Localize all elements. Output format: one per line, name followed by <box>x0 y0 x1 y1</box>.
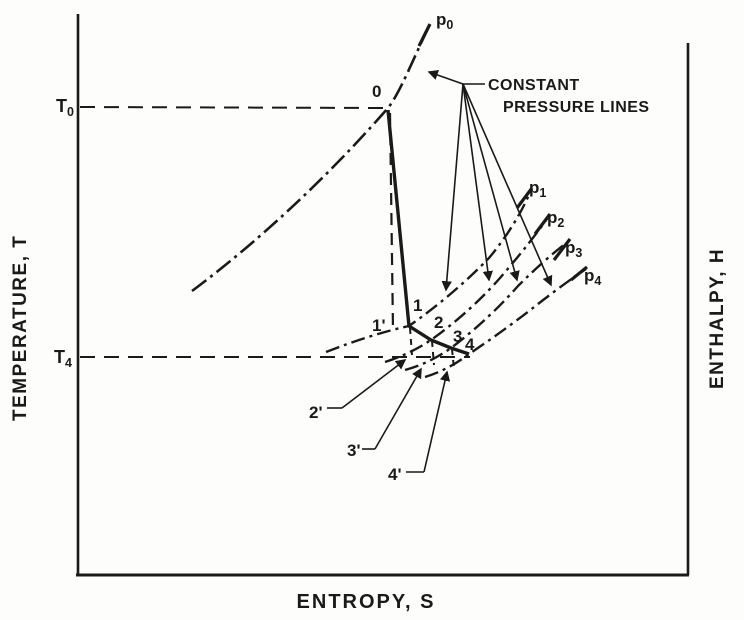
isentrope-1-2i <box>409 327 413 356</box>
leader-arrow-2i <box>341 359 407 409</box>
p0-curve-end-stroke <box>417 23 432 47</box>
point-label-1i: 1' <box>372 316 386 335</box>
point-label-2i: 2' <box>309 403 323 422</box>
axes-group <box>76 14 690 577</box>
x-axis-title: ENTROPY, S <box>297 591 436 613</box>
y-axis-left-title: TEMPERATURE, T <box>10 235 31 421</box>
p0-curve <box>191 25 431 293</box>
callout-arrow-p1 <box>441 83 464 292</box>
callout-group: CONSTANT PRESSURE LINES <box>427 70 650 292</box>
p0-label: p0 <box>436 10 453 32</box>
p4-label: p4 <box>584 266 601 288</box>
point-label-1: 1 <box>413 296 422 315</box>
point-label-0: 0 <box>372 82 381 101</box>
callout-arrow-p2 <box>462 83 493 282</box>
p1-curve-end-stroke <box>515 187 534 209</box>
callout-line2: PRESSURE LINES <box>503 99 650 116</box>
isentrope-2-3i <box>431 340 435 366</box>
t0-guide-line <box>79 106 387 109</box>
axis-titles-group: ENTROPY, S TEMPERATURE, T ENTHALPY, H <box>10 235 728 613</box>
leader-arrow-4i <box>423 370 451 473</box>
isentrope-3-4i <box>451 348 455 370</box>
guide-lines-group <box>79 106 470 358</box>
pressure-labels-group: p0 p1 p2 p3 p4 <box>436 10 601 288</box>
callout-arrow-p0 <box>427 70 464 85</box>
p2-curve-end-stroke <box>533 213 552 235</box>
y-axis-right-title: ENTHALPY, H <box>707 248 728 389</box>
p2-label: p2 <box>547 208 564 230</box>
pressure-curves-group <box>191 23 589 379</box>
point-label-3: 3 <box>453 327 462 346</box>
actual-expansion-path <box>386 109 470 356</box>
tick-labels-group: T0 T4 <box>54 96 74 370</box>
t4-tick-label: T4 <box>54 347 72 370</box>
p1-curve <box>325 189 533 354</box>
prime-leaders-group <box>327 359 451 473</box>
p3-curve-end-stroke <box>552 238 572 261</box>
point-label-2: 2 <box>434 313 443 332</box>
callout-line1: CONSTANT <box>488 77 580 94</box>
p4-curve <box>424 268 587 379</box>
point-label-4: 4 <box>465 335 475 354</box>
t0-tick-label: T0 <box>56 96 74 119</box>
leader-arrow-3i <box>374 367 422 450</box>
p3-label: p3 <box>565 238 582 260</box>
callout-arrow-p4 <box>462 83 553 287</box>
p4-curve-end-stroke <box>569 265 589 282</box>
point-label-3i: 3' <box>347 441 361 460</box>
process-path-group <box>386 109 470 370</box>
p3-curve <box>404 240 570 372</box>
p1-label: p1 <box>529 178 546 200</box>
isentrope-0-1i <box>388 112 395 331</box>
point-label-4i: 4' <box>388 465 402 484</box>
state-point-labels-group: 0 1 1' 2 3 4 2' 3' 4' <box>309 82 475 484</box>
callout-arrow-p3 <box>462 83 520 282</box>
